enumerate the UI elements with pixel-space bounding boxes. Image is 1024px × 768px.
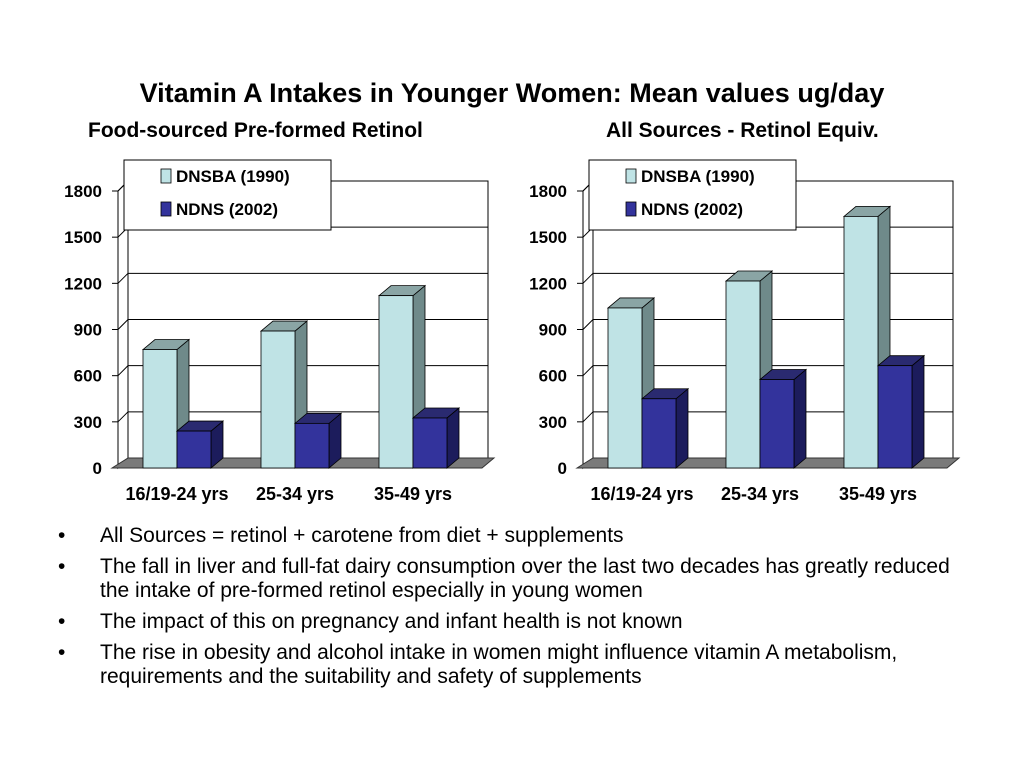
legend-label: DNSBA (1990) [641, 167, 755, 186]
legend: DNSBA (1990) NDNS (2002) [588, 159, 797, 231]
chart-title-left: Food-sourced Pre-formed Retinol [88, 119, 423, 142]
bar-front [725, 280, 761, 469]
x-category-label: 25-34 yrs [256, 484, 334, 504]
bar [377, 284, 427, 469]
bar-side [793, 368, 807, 469]
bullet-dot: • [58, 555, 66, 578]
legend-label: NDNS (2002) [176, 200, 278, 219]
legend-box [588, 159, 797, 231]
legend-swatch [160, 168, 172, 184]
y-tick-label: 1200 [64, 274, 102, 293]
bullet-dot: • [58, 641, 66, 664]
y-tick-label: 0 [558, 459, 567, 478]
x-category-label: 25-34 yrs [721, 484, 799, 504]
bar [758, 368, 808, 469]
bullet-text: The fall in liver and full-fat dairy con… [100, 555, 950, 602]
bar-front [877, 365, 913, 469]
bullet-list: • All Sources = retinol + carotene from d… [58, 524, 978, 696]
gridline [582, 411, 953, 423]
y-tick-label: 1500 [64, 228, 102, 247]
bullet-dot: • [58, 610, 66, 633]
bullet-text: The impact of this on pregnancy and infa… [100, 610, 683, 633]
bar-front [378, 295, 414, 469]
bar [411, 407, 461, 469]
bullet-item: • The fall in liver and full-fat dairy co… [58, 555, 978, 603]
bar [724, 270, 774, 469]
gridline [117, 411, 488, 423]
y-tick-label: 300 [74, 413, 102, 432]
bar-side [675, 387, 689, 469]
legend-label: DNSBA (1990) [176, 167, 290, 186]
y-tick-label: 600 [74, 367, 102, 386]
retinol-bar-chart: 0 300 600 900 1200 1500 1800 16/19-24 yrs 25-34 … [64, 159, 496, 504]
gridline [117, 272, 488, 284]
bullet-text: All Sources = retinol + carotene from di… [100, 524, 624, 547]
y-tick-label: 900 [539, 321, 567, 340]
x-category-label: 16/19-24 yrs [125, 484, 228, 504]
bar-front [843, 215, 879, 469]
legend-swatch [625, 168, 637, 184]
bar [259, 320, 309, 469]
gridline [117, 365, 488, 377]
legend-label: NDNS (2002) [641, 200, 743, 219]
y-tick-label: 900 [74, 321, 102, 340]
y-tick-label: 1500 [529, 228, 567, 247]
gridline [582, 272, 953, 284]
legend: DNSBA (1990) NDNS (2002) [123, 159, 332, 231]
y-tick-label: 300 [539, 413, 567, 432]
bullet-item: • All Sources = retinol + carotene from d… [58, 524, 978, 548]
bullet-item: • The rise in obesity and alcohol intake … [58, 641, 978, 689]
bar-front [641, 398, 677, 469]
bar [640, 387, 690, 469]
legend-box [123, 159, 332, 231]
y-tick-label: 0 [93, 459, 102, 478]
bar-front [294, 422, 330, 469]
legend-swatch [625, 201, 637, 217]
x-category-label: 35-49 yrs [374, 484, 452, 504]
y-tick-label: 600 [539, 367, 567, 386]
x-category-label: 35-49 yrs [839, 484, 917, 504]
y-tick-label: 1800 [64, 182, 102, 201]
y-tick-label: 1800 [529, 182, 567, 201]
bar-side [911, 354, 925, 469]
bar-front [759, 379, 795, 469]
gridline [582, 365, 953, 377]
bar [175, 420, 225, 469]
bullet-item: • The impact of this on pregnancy and inf… [58, 610, 978, 634]
bar-front [176, 430, 212, 469]
slide-title: Vitamin A Intakes in Younger Women: Mean… [139, 78, 885, 108]
bar-front [142, 349, 178, 469]
bar-front [412, 417, 448, 469]
bullet-text: The rise in obesity and alcohol intake i… [100, 641, 898, 688]
bullet-dot: • [58, 524, 66, 547]
chart-title-right: All Sources - Retinol Equiv. [606, 119, 879, 142]
x-category-label: 16/19-24 yrs [590, 484, 693, 504]
bar-front [260, 330, 296, 469]
retinol-equivalent-bar-chart: 0 300 600 900 1200 1500 1800 16/19-24 yrs 25-34 … [529, 159, 961, 504]
bar [293, 412, 343, 469]
y-tick-label: 1200 [529, 274, 567, 293]
gridline [117, 319, 488, 330]
legend-swatch [160, 201, 172, 217]
bar-front [607, 307, 643, 469]
bar [876, 354, 926, 469]
gridline [582, 319, 953, 330]
